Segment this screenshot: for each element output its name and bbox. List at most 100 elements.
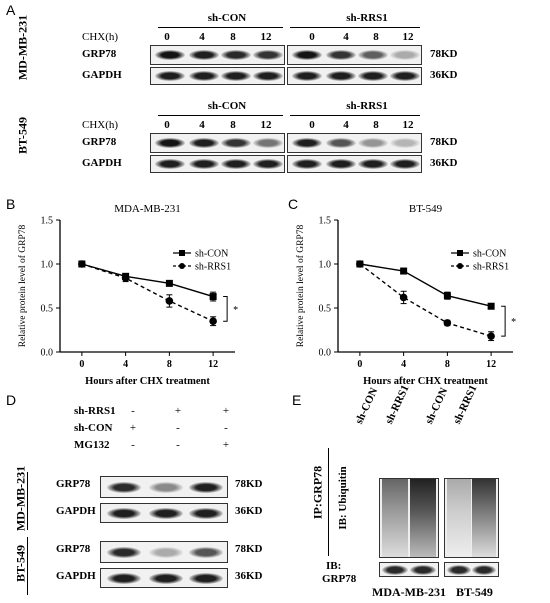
band-grp78 [358, 50, 388, 60]
blot-grp78-sh-con [150, 133, 285, 153]
band-grp78 [390, 50, 420, 60]
timepoint-label: 12 [402, 119, 414, 131]
legend-label: sh-CON [473, 249, 506, 260]
timepoint-label: 12 [260, 119, 272, 131]
blot-gapdh-sh-rrs1 [287, 155, 422, 173]
cell-label-mda-mb-231: MDA-MB-231 [372, 585, 446, 599]
treatment-sign: - [131, 405, 135, 417]
band-grp78 [155, 50, 185, 60]
band-gapdh [107, 508, 141, 519]
band-gapdh [253, 71, 283, 81]
treatment-sign: + [129, 422, 137, 434]
treatment-sign: - [224, 422, 228, 434]
y-tick-label: 1.0 [319, 260, 332, 271]
band-grp78 [326, 138, 356, 148]
significance-bracket [501, 305, 506, 337]
y-tick-label: 0.0 [41, 348, 54, 359]
significance-star: * [511, 317, 516, 328]
band-grp78 [382, 565, 408, 575]
band-gapdh [390, 159, 420, 169]
series-line-sh-RRS1 [81, 263, 214, 322]
y-axis-label: Relative protein level of GRP78 [17, 225, 28, 348]
band-gapdh [149, 508, 183, 519]
blot-grp78-sh-con [150, 45, 285, 65]
treatment-label: sh-RRS1 [74, 405, 116, 417]
data-point-circle [209, 317, 217, 325]
legend-marker [179, 250, 185, 256]
timepoint-label: 0 [164, 31, 170, 43]
band-gapdh [221, 71, 251, 81]
series-line-sh-CON [359, 263, 492, 307]
treatment-sign: + [174, 405, 182, 417]
band-gapdh [189, 508, 223, 519]
kd-label-78: 78KD [235, 543, 263, 555]
x-tick-label: 4 [401, 359, 406, 370]
treatment-sign: + [222, 405, 230, 417]
legend-marker [457, 250, 463, 256]
band-gapdh [253, 159, 283, 169]
band-grp78 [326, 50, 356, 60]
significance-bracket [223, 296, 228, 322]
band-grp78 [390, 138, 420, 148]
ib-grp78-label: GRP78 [322, 573, 357, 585]
data-point-square [400, 267, 408, 275]
timepoint-label: 8 [373, 119, 379, 131]
blot-gapdh-sh-con [150, 155, 285, 173]
timepoint-label: 4 [343, 31, 349, 43]
data-point-square [443, 292, 451, 300]
timepoint-label: 12 [260, 31, 272, 43]
band-grp78 [292, 138, 322, 148]
blot-gapdh-sh-con [150, 67, 285, 85]
data-point-circle [487, 332, 495, 340]
smear-lane [382, 479, 408, 557]
band-gapdh [189, 71, 219, 81]
y-tick-label: 1.5 [319, 216, 332, 227]
chart-mda-mb-231: MDA-MB-231 0.0 0.5 1.0 1.5 0 4 8 12 Hours after C… [17, 203, 238, 387]
ubiquitin-smear-bt-549 [444, 478, 499, 558]
band-gapdh [189, 573, 223, 584]
data-point-square [487, 302, 495, 310]
kd-label-78: 78KD [235, 478, 263, 490]
row-label-gapdh: GAPDH [56, 570, 96, 582]
legend-label: sh-RRS1 [473, 262, 509, 273]
group-label-1: sh-CON [207, 12, 247, 24]
timepoint-label: 8 [230, 31, 236, 43]
band-gapdh [155, 71, 185, 81]
panel-label-c: C [288, 196, 299, 212]
ib-ubiquitin-label: IB: Ubiquitin [337, 466, 349, 530]
cell-label: BT-549 [15, 117, 30, 154]
band-grp78 [253, 50, 283, 60]
timepoint-label: 4 [343, 119, 349, 131]
band-grp78 [149, 482, 183, 493]
row-label-grp78: GRP78 [82, 136, 117, 148]
chart-title: BT-549 [409, 203, 443, 215]
group-label-2: sh-RRS1 [346, 12, 388, 24]
band-gapdh [221, 159, 251, 169]
chart-title: MDA-MB-231 [114, 203, 181, 215]
x-tick-label: 0 [357, 359, 362, 370]
data-point-circle [121, 274, 130, 282]
legend-marker [457, 263, 463, 269]
panel-label-b: B [6, 196, 16, 212]
band-gapdh [155, 159, 185, 169]
band-grp78 [221, 50, 251, 60]
group-label-1: sh-CON [207, 100, 247, 112]
timepoint-label: 8 [230, 119, 236, 131]
panel-label-d: D [6, 392, 17, 408]
legend-marker [179, 263, 185, 269]
band-grp78 [107, 547, 141, 558]
band-gapdh [149, 573, 183, 584]
treatment-sign: - [131, 439, 135, 451]
band-grp78 [221, 138, 251, 148]
x-tick-label: 4 [123, 359, 128, 370]
band-grp78 [189, 547, 223, 558]
band-gapdh [107, 573, 141, 584]
band-grp78 [447, 565, 471, 575]
chx-label: CHX(h) [82, 31, 119, 43]
band-gapdh [292, 71, 322, 81]
kd-label-36: 36KD [235, 570, 263, 582]
group-label-2: sh-RRS1 [346, 100, 388, 112]
smear-lane [472, 479, 496, 557]
x-axis-label: Hours after CHX treatment [85, 376, 210, 387]
cell-divider [27, 472, 28, 530]
